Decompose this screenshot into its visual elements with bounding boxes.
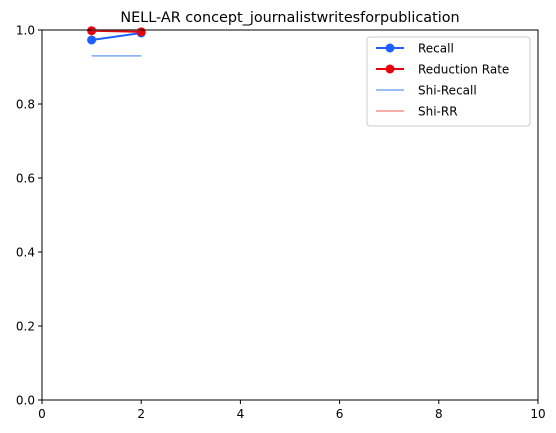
- legend-label: Shi-RR: [418, 105, 458, 119]
- y-tick-label: 0.2: [16, 320, 35, 334]
- x-tick-label: 10: [530, 407, 545, 421]
- legend-label: Shi-Recall: [418, 84, 477, 98]
- legend-item: Recall: [376, 42, 454, 56]
- data-point: [87, 35, 97, 45]
- legend-label: Reduction Rate: [418, 63, 509, 77]
- x-tick-label: 0: [38, 407, 46, 421]
- legend-item: Reduction Rate: [376, 63, 509, 77]
- x-tick-label: 8: [435, 407, 443, 421]
- axes-frame: [41, 29, 539, 401]
- y-tick-label: 0.8: [16, 98, 35, 112]
- series-line-1: [91, 29, 142, 33]
- axes-layer: 0 2 4 6 8 10 0.0 0.2 0.4 0.6 0.8 1.0: [16, 24, 546, 422]
- legend-item: Shi-RR: [376, 105, 458, 119]
- legend-marker: [385, 64, 395, 74]
- y-tick-label: 0.6: [16, 172, 35, 186]
- legend-item: Shi-Recall: [376, 84, 477, 98]
- y-tick-label: 1.0: [16, 24, 35, 38]
- data-point: [136, 27, 146, 37]
- x-tick-label: 4: [237, 407, 245, 421]
- legend-box: [366, 36, 531, 127]
- x-tick-label: 6: [336, 407, 344, 421]
- x-tick-label: 2: [137, 407, 145, 421]
- y-tick-label: 0.4: [16, 246, 35, 260]
- legend: Recall Reduction Rate Shi-Recall Shi-RR: [366, 36, 531, 127]
- y-tick-label: 0.0: [16, 394, 35, 408]
- series-line-0: [91, 31, 142, 41]
- chart-title: NELL-AR concept_journalistwritesforpubli…: [120, 10, 459, 26]
- legend-marker: [385, 43, 395, 53]
- legend-label: Recall: [418, 42, 454, 56]
